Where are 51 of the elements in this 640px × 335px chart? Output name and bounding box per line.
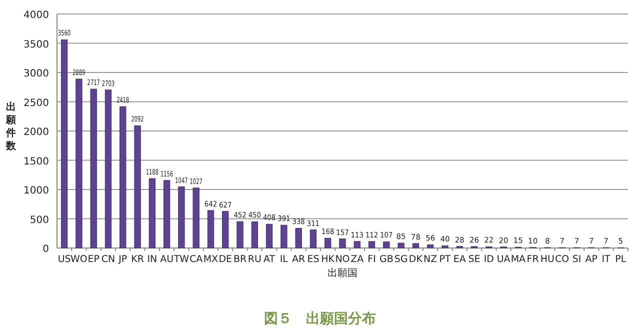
y-axis-title: 出願件数 (5, 101, 17, 152)
x-tick-label: HU (540, 254, 555, 265)
y-tick-label: 500 (30, 214, 49, 226)
x-tick-label: RU (248, 254, 262, 265)
x-tick-label: ZA (350, 254, 364, 265)
x-tick-label: SE (468, 254, 480, 265)
x-tick-label: MX (203, 254, 219, 265)
x-tick-label: AP (585, 254, 598, 265)
x-tick-label: DE (218, 254, 232, 265)
x-tick-label: AU (160, 254, 174, 265)
x-tick-label: WO (70, 254, 88, 265)
x-tick-label: SG (394, 254, 408, 265)
x-tick-label: ES (307, 254, 320, 265)
x-tick-label: NZ (424, 254, 438, 265)
y-tick-label: 3000 (24, 68, 49, 80)
x-axis-title: 出願国 (328, 267, 358, 279)
y-tick-label: 1500 (24, 156, 49, 168)
x-tick-label: PL (615, 254, 627, 265)
x-tick-label: EP (88, 254, 100, 265)
x-tick-label: IT (602, 254, 611, 265)
x-tick-label: MA (510, 254, 526, 265)
x-tick-label: KR (131, 254, 144, 265)
x-tick-label: HK (321, 254, 336, 265)
x-tick-label: CO (555, 254, 570, 265)
x-tick-label: PT (439, 254, 451, 265)
x-tick-label: AR (292, 254, 306, 265)
text: 図５ 出願国分布 (264, 311, 376, 327)
x-tick-label: BR (233, 254, 247, 265)
x-tick-label: IN (147, 254, 158, 265)
y-tick-label: 1000 (24, 186, 49, 196)
y-tick-label: 2500 (24, 98, 49, 109)
x-tick-label: IL (280, 254, 289, 265)
y-tick-label: 2000 (24, 127, 49, 138)
x-tick-label: FI (368, 254, 376, 265)
x-tick-label: EA (453, 254, 466, 265)
x-tick-label: CA (190, 254, 204, 265)
x-tick-label: NO (335, 254, 350, 265)
x-tick-label: SI (572, 254, 582, 265)
x-tick-label: JP (118, 254, 128, 265)
x-tick-label: GB (379, 254, 394, 265)
x-tick-label: ID (484, 254, 494, 265)
x-tick-label: CN (101, 254, 116, 265)
y-tick-label: 0 (42, 244, 49, 255)
x-tick-label: TW (172, 254, 190, 265)
x-tick-label: FR (526, 254, 540, 265)
y-tick-label: 3500 (24, 39, 49, 50)
x-tick-label: DK (408, 254, 424, 265)
x-tick-label: UA (496, 254, 511, 265)
x-tick-label: US (58, 254, 71, 265)
y-tick-label: 4000 (24, 10, 49, 21)
x-tick-label: AT (264, 254, 276, 265)
